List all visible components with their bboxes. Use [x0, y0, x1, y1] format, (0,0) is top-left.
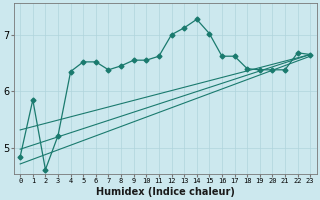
- X-axis label: Humidex (Indice chaleur): Humidex (Indice chaleur): [96, 187, 235, 197]
